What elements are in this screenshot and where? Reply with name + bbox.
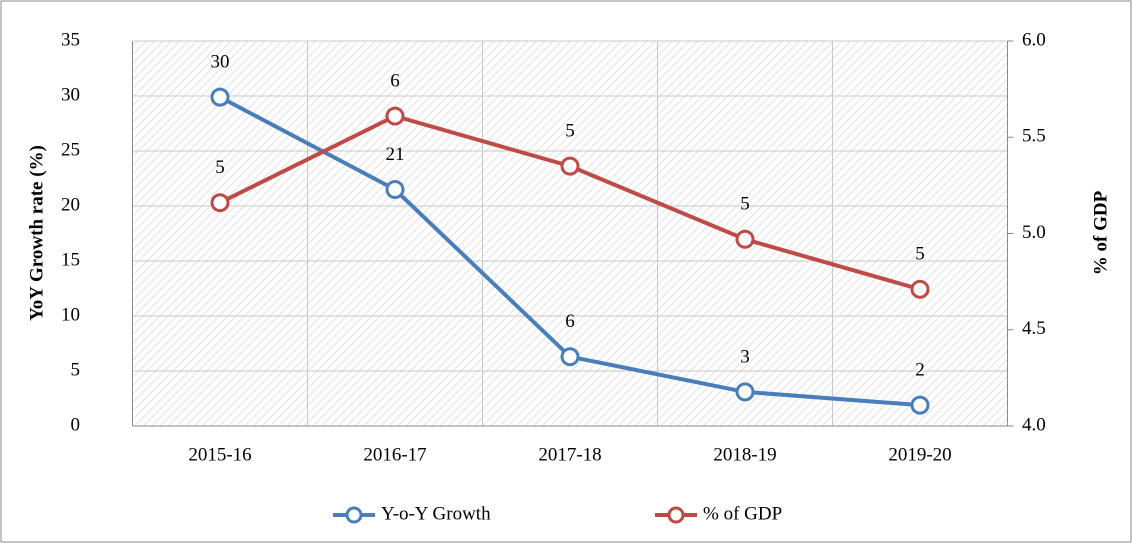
x-tick-label: 2017-18 [538,444,601,465]
data-label: 30 [211,51,230,72]
data-label: 5 [565,120,575,141]
y2-tick-label: 6.0 [1022,29,1046,50]
y-tick-label: 15 [61,249,80,270]
y-tick-label: 10 [61,304,80,325]
y2-tick-label: 4.5 [1022,318,1046,339]
point-marker [910,395,930,415]
y-tick-label: 25 [61,139,80,160]
y2-tick-label: 5.5 [1022,126,1046,147]
legend-marker [345,506,363,524]
point-marker [560,156,580,176]
y-tick-label: 5 [71,359,81,380]
data-label: 5 [740,194,750,215]
y-axis-title: YoY Growth rate (%) [26,145,47,321]
point-marker [735,382,755,402]
point-marker [210,193,230,213]
x-tick-label: 2018-19 [713,444,776,465]
y-tick-label: 35 [61,29,80,50]
y2-tick-label: 5.0 [1022,222,1046,243]
legend-marker [667,506,685,524]
data-label: 6 [565,311,575,332]
data-label: 21 [386,144,405,165]
data-label: 6 [390,70,400,91]
y-tick-label: 30 [61,84,80,105]
data-label: 5 [215,157,225,178]
point-marker [385,180,405,199]
point-marker [210,87,230,107]
point-marker [910,279,930,299]
point-marker [560,347,580,367]
data-label: 3 [740,346,750,367]
point-marker [385,106,405,126]
x-tick-label: 2019-20 [888,444,951,465]
legend-label: % of GDP [703,503,782,524]
point-marker [735,229,755,249]
data-label: 5 [915,244,925,265]
y-tick-label: 0 [71,414,81,435]
plot-area [132,41,1008,426]
y2-tick-label: 4.0 [1022,414,1046,435]
x-tick-label: 2016-17 [363,444,426,465]
y-tick-label: 20 [61,194,80,215]
y2-axis-title: % of GDP [1090,190,1111,275]
legend-label: Y-o-Y Growth [381,503,491,524]
data-label: 2 [915,359,925,380]
x-tick-label: 2015-16 [188,444,251,465]
